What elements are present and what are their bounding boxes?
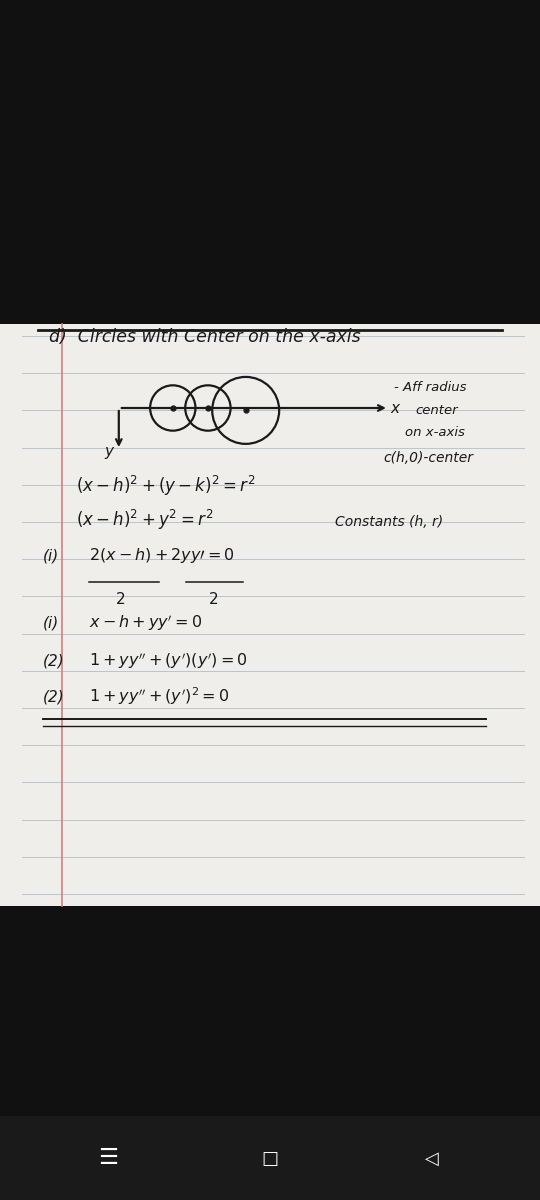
Text: (i): (i) (43, 548, 59, 563)
Text: $x - h + yy' = 0$: $x - h + yy' = 0$ (89, 612, 202, 632)
Text: $(x - h)^2 + y^2 = r^2$: $(x - h)^2 + y^2 = r^2$ (76, 508, 213, 532)
Text: $1 + yy'' + (y')(y') = 0$: $1 + yy'' + (y')(y') = 0$ (89, 650, 248, 671)
Text: 2: 2 (208, 592, 218, 607)
Text: (2): (2) (43, 690, 65, 704)
Text: $2(x-h) + 2yy\prime = 0$: $2(x-h) + 2yy\prime = 0$ (89, 546, 235, 565)
Text: (2): (2) (43, 654, 65, 670)
Text: □: □ (261, 1150, 279, 1169)
Text: (i): (i) (43, 616, 59, 631)
Text: ◁: ◁ (425, 1150, 439, 1169)
Text: d)  Circles with Center on the x-axis: d) Circles with Center on the x-axis (49, 328, 360, 346)
Text: - Aff radius: - Aff radius (394, 382, 467, 394)
Bar (0, 0, 540, 324)
Text: x: x (391, 401, 400, 415)
Bar (0, 1116, 540, 1200)
Text: center: center (416, 404, 458, 416)
Text: 2: 2 (116, 592, 126, 607)
Text: Constants (h, r): Constants (h, r) (335, 515, 443, 528)
Text: $(x - h)^2 + (y - k)^2 = r^2$: $(x - h)^2 + (y - k)^2 = r^2$ (76, 474, 255, 498)
Text: $1 + yy'' + (y')^2 = 0$: $1 + yy'' + (y')^2 = 0$ (89, 685, 230, 707)
Text: y: y (105, 444, 113, 458)
Text: c(h,0)-center: c(h,0)-center (383, 451, 474, 464)
Text: on x-axis: on x-axis (405, 426, 465, 438)
Text: ☰: ☰ (98, 1148, 118, 1168)
Bar (0, 906, 540, 1116)
Bar (0, 324, 540, 906)
